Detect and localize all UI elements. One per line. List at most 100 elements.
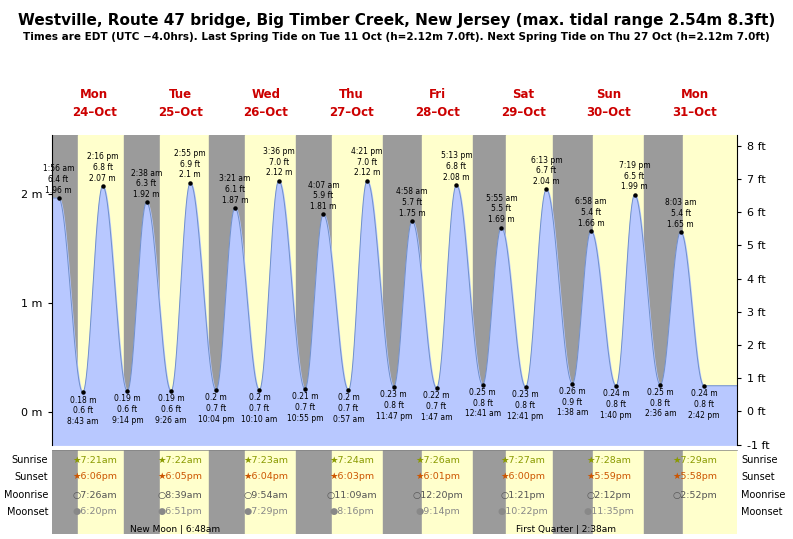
Text: Sun: Sun <box>596 88 622 101</box>
Text: ★6:00pm: ★6:00pm <box>500 472 546 481</box>
Text: ○2:52pm: ○2:52pm <box>672 490 717 500</box>
Text: ○8:39am: ○8:39am <box>158 490 202 500</box>
Text: Sunset: Sunset <box>14 472 48 482</box>
Text: ★5:58pm: ★5:58pm <box>672 472 717 481</box>
Text: ○12:20pm: ○12:20pm <box>412 490 463 500</box>
Text: ○2:12pm: ○2:12pm <box>587 490 631 500</box>
Text: 4:21 pm
7.0 ft
2.12 m: 4:21 pm 7.0 ft 2.12 m <box>351 147 383 177</box>
Text: 0.2 m
0.7 ft
10:04 pm: 0.2 m 0.7 ft 10:04 pm <box>197 393 235 424</box>
Bar <box>684 450 737 534</box>
Bar <box>296 450 332 534</box>
Text: 0.25 m
0.8 ft
2:36 am: 0.25 m 0.8 ft 2:36 am <box>645 388 676 418</box>
Text: 31–Oct: 31–Oct <box>672 106 717 119</box>
Text: ●7:29pm: ●7:29pm <box>243 507 289 516</box>
Text: ○1:21pm: ○1:21pm <box>500 490 546 500</box>
Text: ○7:26am: ○7:26am <box>72 490 117 500</box>
Bar <box>383 450 422 534</box>
Text: 27–Oct: 27–Oct <box>329 106 374 119</box>
Bar <box>209 135 245 445</box>
Text: 0.23 m
0.8 ft
12:41 pm: 0.23 m 0.8 ft 12:41 pm <box>508 390 544 420</box>
Text: 8:03 am
5.4 ft
1.65 m: 8:03 am 5.4 ft 1.65 m <box>665 198 696 229</box>
Text: 0.21 m
0.7 ft
10:55 pm: 0.21 m 0.7 ft 10:55 pm <box>287 392 324 423</box>
Text: ●11:35pm: ●11:35pm <box>584 507 634 516</box>
Text: 0.26 m
0.9 ft
1:38 am: 0.26 m 0.9 ft 1:38 am <box>557 387 588 417</box>
Text: 0.19 m
0.6 ft
9:14 pm: 0.19 m 0.6 ft 9:14 pm <box>112 395 144 425</box>
Text: Fri: Fri <box>429 88 446 101</box>
Bar <box>473 135 506 445</box>
Bar <box>554 450 593 534</box>
Text: Wed: Wed <box>251 88 281 101</box>
Text: ★7:26am: ★7:26am <box>415 455 460 465</box>
Text: Moonrise: Moonrise <box>4 490 48 500</box>
Text: 3:21 am
6.1 ft
1.87 m: 3:21 am 6.1 ft 1.87 m <box>219 174 251 205</box>
Text: Tue: Tue <box>169 88 192 101</box>
Text: ★7:24am: ★7:24am <box>329 455 374 465</box>
Text: ○11:09am: ○11:09am <box>327 490 377 500</box>
Text: 28–Oct: 28–Oct <box>415 106 460 119</box>
Text: ●8:16pm: ●8:16pm <box>329 507 374 516</box>
Text: 5:55 am
5.5 ft
1.69 m: 5:55 am 5.5 ft 1.69 m <box>485 194 517 224</box>
Text: 26–Oct: 26–Oct <box>243 106 289 119</box>
Text: ★6:05pm: ★6:05pm <box>158 472 203 481</box>
Text: 0.22 m
0.7 ft
1:47 am: 0.22 m 0.7 ft 1:47 am <box>421 391 452 421</box>
Text: 6:58 am
5.4 ft
1.66 m: 6:58 am 5.4 ft 1.66 m <box>575 197 607 227</box>
Text: 6:13 pm
6.7 ft
2.04 m: 6:13 pm 6.7 ft 2.04 m <box>531 156 562 186</box>
Text: ★6:06pm: ★6:06pm <box>72 472 117 481</box>
Text: 0.18 m
0.6 ft
8:43 am: 0.18 m 0.6 ft 8:43 am <box>67 396 98 426</box>
Text: ★6:03pm: ★6:03pm <box>329 472 374 481</box>
Bar <box>245 450 296 534</box>
Text: 30–Oct: 30–Oct <box>587 106 631 119</box>
Text: ●9:14pm: ●9:14pm <box>415 507 460 516</box>
Text: Sunrise: Sunrise <box>741 455 777 465</box>
Bar <box>383 135 422 445</box>
Text: Mon: Mon <box>80 88 109 101</box>
Text: 0.19 m
0.6 ft
9:26 am: 0.19 m 0.6 ft 9:26 am <box>155 395 187 425</box>
Bar <box>473 450 506 534</box>
Text: 5:13 pm
6.8 ft
2.08 m: 5:13 pm 6.8 ft 2.08 m <box>441 151 473 182</box>
Bar <box>422 135 473 445</box>
Bar <box>684 135 737 445</box>
Bar <box>506 135 554 445</box>
Bar <box>506 450 554 534</box>
Text: 2:38 am
6.3 ft
1.92 m: 2:38 am 6.3 ft 1.92 m <box>131 169 163 199</box>
Bar <box>593 450 644 534</box>
Text: ●10:22pm: ●10:22pm <box>498 507 549 516</box>
Text: Sunrise: Sunrise <box>12 455 48 465</box>
Text: ★5:59pm: ★5:59pm <box>586 472 631 481</box>
Text: ★7:28am: ★7:28am <box>587 455 631 465</box>
Bar <box>159 135 209 445</box>
Text: 0.2 m
0.7 ft
0:57 am: 0.2 m 0.7 ft 0:57 am <box>332 393 364 424</box>
Text: ★6:01pm: ★6:01pm <box>415 472 460 481</box>
Text: Moonset: Moonset <box>741 507 783 517</box>
Text: ★7:23am: ★7:23am <box>243 455 289 465</box>
Bar <box>593 135 644 445</box>
Text: ○9:54am: ○9:54am <box>243 490 288 500</box>
Bar <box>554 135 593 445</box>
Text: ★7:29am: ★7:29am <box>672 455 717 465</box>
Text: Times are EDT (UTC −4.0hrs). Last Spring Tide on Tue 11 Oct (h=2.12m 7.0ft). Nex: Times are EDT (UTC −4.0hrs). Last Spring… <box>23 32 770 43</box>
Text: Westville, Route 47 bridge, Big Timber Creek, New Jersey (max. tidal range 2.54m: Westville, Route 47 bridge, Big Timber C… <box>18 13 775 29</box>
Text: 4:07 am
5.9 ft
1.81 m: 4:07 am 5.9 ft 1.81 m <box>308 181 339 211</box>
Text: 0.23 m
0.8 ft
11:47 pm: 0.23 m 0.8 ft 11:47 pm <box>376 390 412 420</box>
Text: 24–Oct: 24–Oct <box>72 106 117 119</box>
Text: ★7:22am: ★7:22am <box>158 455 202 465</box>
Text: ●6:20pm: ●6:20pm <box>72 507 117 516</box>
Bar <box>159 450 209 534</box>
Bar <box>644 135 684 445</box>
Bar <box>209 450 245 534</box>
Text: 25–Oct: 25–Oct <box>158 106 202 119</box>
Text: 1:56 am
6.4 ft
1.96 m: 1:56 am 6.4 ft 1.96 m <box>43 164 75 195</box>
Text: 7:19 pm
6.5 ft
1.99 m: 7:19 pm 6.5 ft 1.99 m <box>619 161 650 191</box>
Text: 3:36 pm
7.0 ft
2.12 m: 3:36 pm 7.0 ft 2.12 m <box>263 147 295 177</box>
Bar <box>78 450 124 534</box>
Bar <box>422 450 473 534</box>
Text: 4:58 am
5.7 ft
1.75 m: 4:58 am 5.7 ft 1.75 m <box>396 187 428 218</box>
Text: ●6:51pm: ●6:51pm <box>158 507 202 516</box>
Bar <box>296 135 332 445</box>
Bar <box>644 450 684 534</box>
Bar <box>332 450 383 534</box>
Text: Sunset: Sunset <box>741 472 775 482</box>
Text: Moonrise: Moonrise <box>741 490 785 500</box>
Text: ★6:04pm: ★6:04pm <box>243 472 289 481</box>
Text: Sat: Sat <box>512 88 534 101</box>
